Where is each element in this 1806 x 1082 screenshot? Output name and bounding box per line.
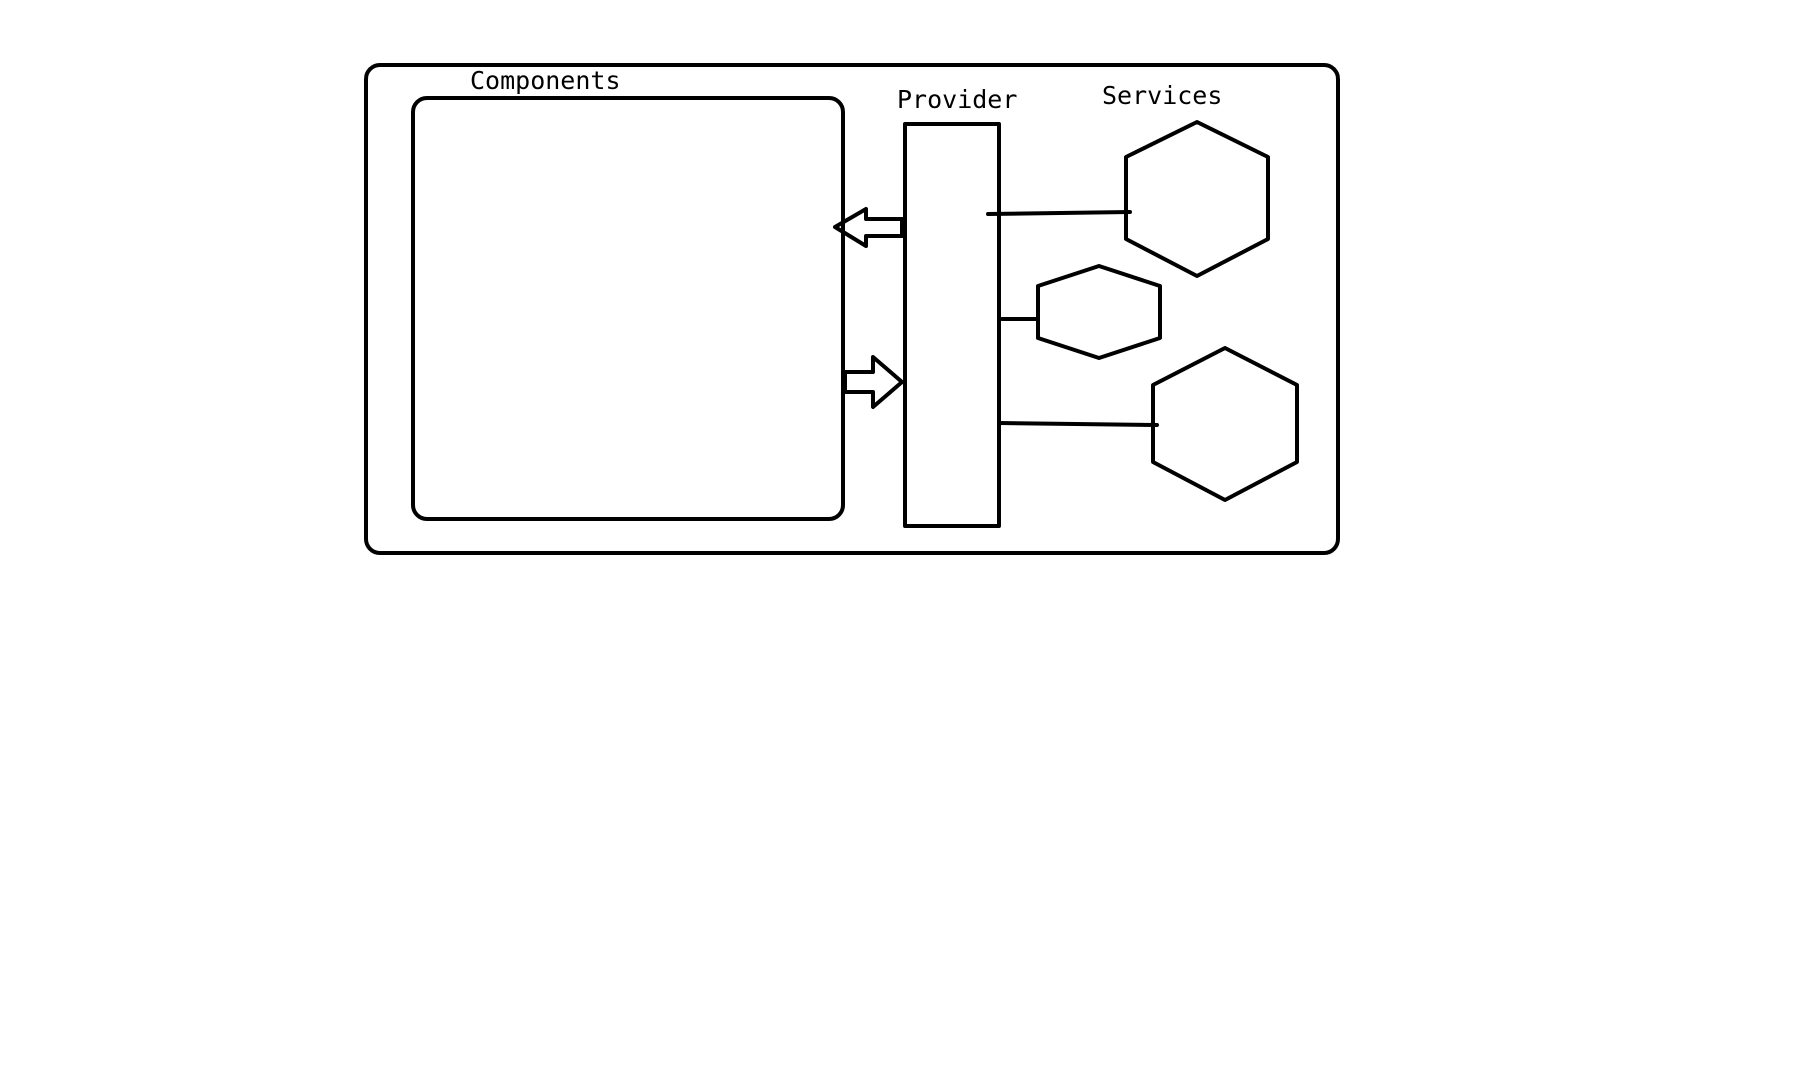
services-label: Services bbox=[1102, 81, 1222, 110]
service-hexagon-3 bbox=[1151, 346, 1299, 502]
provider-label: Provider bbox=[897, 85, 1017, 114]
outer-container bbox=[364, 63, 1340, 555]
provider-box bbox=[903, 122, 1001, 528]
service-hexagon-2 bbox=[1036, 264, 1162, 360]
connector-line-service-3 bbox=[997, 421, 1159, 427]
arrow-right-icon bbox=[843, 355, 904, 409]
connector-line-service-1 bbox=[986, 210, 1132, 216]
service-hexagon-1 bbox=[1124, 120, 1270, 278]
components-label: Components bbox=[470, 66, 621, 95]
components-box bbox=[411, 96, 845, 521]
arrow-left-icon bbox=[833, 207, 904, 248]
